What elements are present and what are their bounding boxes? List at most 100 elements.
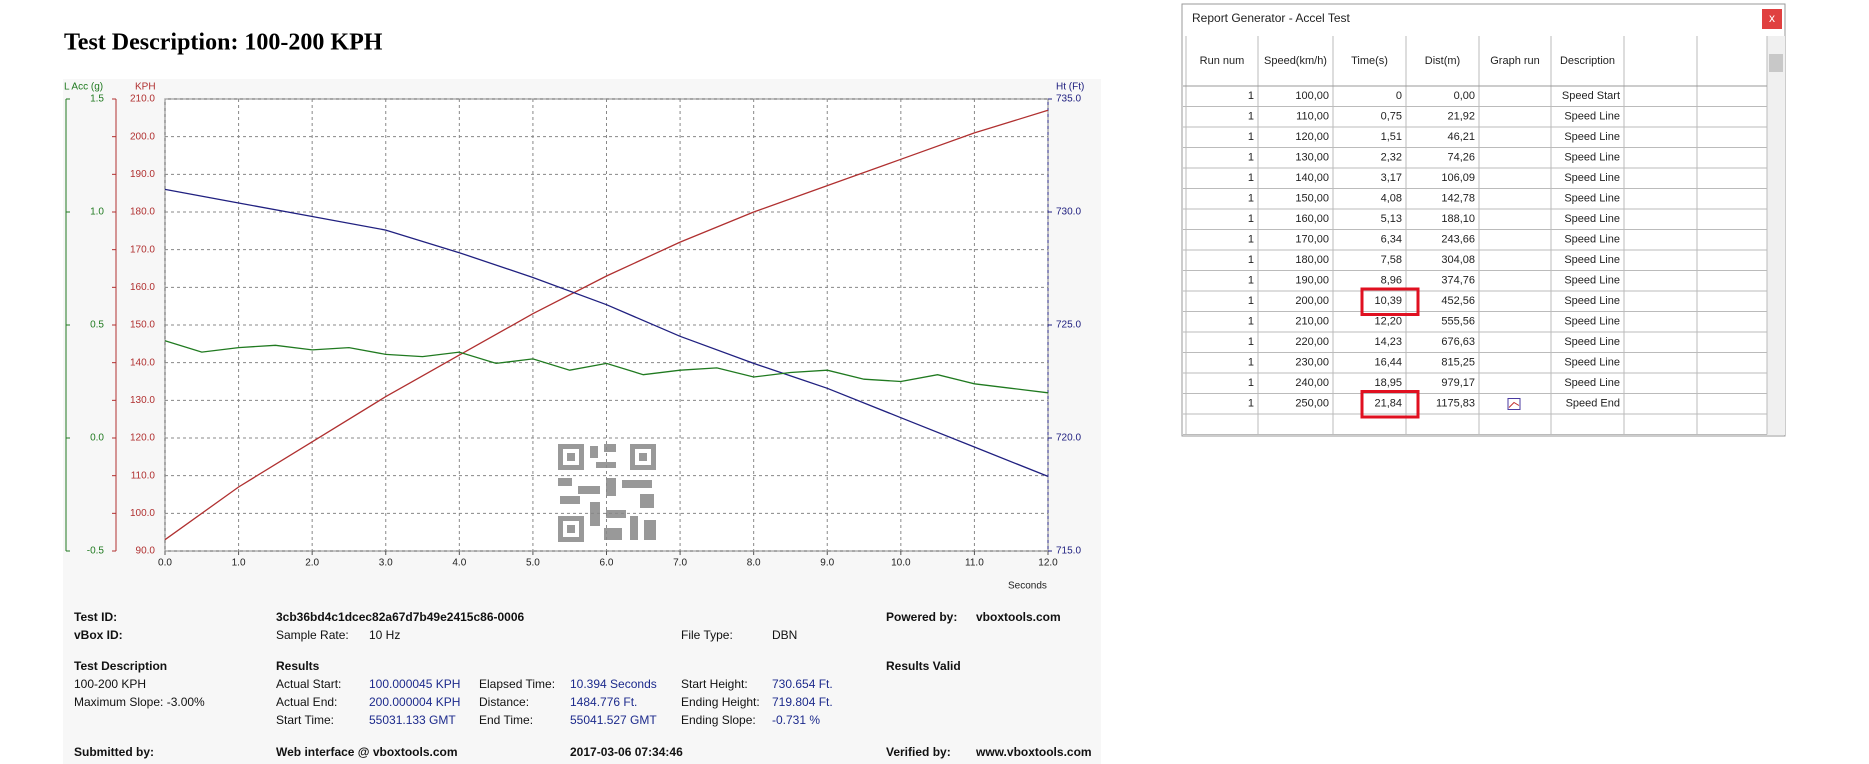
table-cell: Speed Line [1564,152,1620,164]
table-cell: 106,09 [1441,172,1475,184]
table-cell: Speed Line [1564,213,1620,225]
table-cell: 46,21 [1447,131,1475,143]
x-tick-label: 4.0 [452,558,466,569]
close-button[interactable] [1762,9,1782,29]
table-cell: Speed Line [1564,275,1620,287]
table-cell: Speed Line [1564,111,1620,123]
label: Start Time: [276,713,334,727]
column-header: Run num [1200,55,1245,67]
x-tick-label: 0.0 [158,558,172,569]
table-cell: Speed Line [1564,172,1620,184]
highlight-box [1360,287,1420,316]
table-cell: 160,00 [1295,213,1329,225]
table-cell: 5,13 [1381,213,1402,225]
column-header: Time(s) [1351,55,1388,67]
close-label[interactable]: x [1769,11,1775,25]
table-cell: 170,00 [1295,234,1329,246]
column-header: Speed(km/h) [1264,55,1327,67]
value: 55031.133 GMT [369,713,456,727]
table-cell: 200,00 [1295,295,1329,307]
y-tick-label: 180.0 [130,207,155,218]
table-cell: 1 [1248,131,1254,143]
table-cell: 452,56 [1441,295,1475,307]
y-tick-label: 100.0 [130,508,155,519]
y-tick-label: 90.0 [136,546,156,557]
table-cell: 21,84 [1374,398,1402,410]
table-cell: 1 [1248,213,1254,225]
table-cell: 979,17 [1441,377,1475,389]
chart-title: Test Description: 100-200 KPH [64,30,383,56]
table-cell: 220,00 [1295,336,1329,348]
y-tick-label: 720.0 [1056,433,1081,444]
table-cell: 1 [1248,193,1254,205]
y-tick-label: -0.5 [87,546,105,557]
table-cell: 250,00 [1295,398,1329,410]
table-cell: 190,00 [1295,275,1329,287]
table-cell: Speed Start [1562,90,1620,102]
label: End Time: [479,713,533,727]
table-cell: 1 [1248,377,1254,389]
graph-icon [1507,398,1521,410]
table-cell: 6,34 [1381,234,1402,246]
table-cell: 1 [1248,357,1254,369]
table-cell: 240,00 [1295,377,1329,389]
timestamp: 2017-03-06 07:34:46 [570,745,683,759]
heading: Results [276,659,320,673]
graph-icon [1508,401,1520,408]
label: Distance: [479,695,529,709]
table-cell: 130,00 [1295,152,1329,164]
label: Elapsed Time: [479,677,555,691]
y-axis-title: KPH [135,82,156,93]
y-tick-label: 210.0 [130,94,155,105]
table-cell: 150,00 [1295,193,1329,205]
label: Powered by: [886,610,957,624]
scroll-thumb[interactable] [1769,54,1783,72]
y3-axis-title: L Acc (g) [64,82,103,93]
x-tick-label: 7.0 [673,558,687,569]
table-cell: 8,96 [1381,275,1402,287]
value: 10 Hz [369,628,400,642]
table-cell: 120,00 [1295,131,1329,143]
table-cell: Speed Line [1564,295,1620,307]
table-cell: 1 [1248,398,1254,410]
x-tick-label: 12.0 [1038,558,1058,569]
table-cell: 2,32 [1381,152,1402,164]
label: Verified by: [886,745,951,759]
table-cell: 1 [1248,152,1254,164]
table-cell: 1 [1248,111,1254,123]
label: Start Height: [681,677,748,691]
table-cell: 18,95 [1374,377,1402,389]
table-cell: Speed Line [1564,254,1620,266]
y-tick-label: 150.0 [130,320,155,331]
table-cell: 74,26 [1447,152,1475,164]
table-cell: Speed Line [1564,131,1620,143]
value: Web interface @ vboxtools.com [276,745,458,759]
x-tick-label: 10.0 [891,558,911,569]
value: 1484.776 Ft. [570,695,637,709]
table-cell: 0 [1396,90,1402,102]
table-cell: 1 [1248,172,1254,184]
table-cell: 0,00 [1454,90,1475,102]
label: vBox ID: [74,628,123,642]
line-series [164,188,1049,478]
table-cell: 7,58 [1381,254,1402,266]
value: 730.654 Ft. [772,677,833,691]
y-tick-label: 730.0 [1056,207,1081,218]
x-tick-label: 6.0 [600,558,614,569]
y-tick-label: 735.0 [1056,94,1081,105]
table-cell: 304,08 [1441,254,1475,266]
y-tick-label: 1.0 [90,207,104,218]
table-cell: 3,17 [1381,172,1402,184]
y-tick-label: 130.0 [130,395,155,406]
table-cell: Speed Line [1564,316,1620,328]
table-cell: 0,75 [1381,111,1402,123]
table-cell: 243,66 [1441,234,1475,246]
y-tick-label: 110.0 [131,470,156,481]
table-cell: 4,08 [1381,193,1402,205]
table-cell: 1 [1248,275,1254,287]
y-tick-label: 0.0 [90,433,104,444]
value: 55041.527 GMT [570,713,657,727]
scrollbar[interactable] [1767,36,1785,435]
